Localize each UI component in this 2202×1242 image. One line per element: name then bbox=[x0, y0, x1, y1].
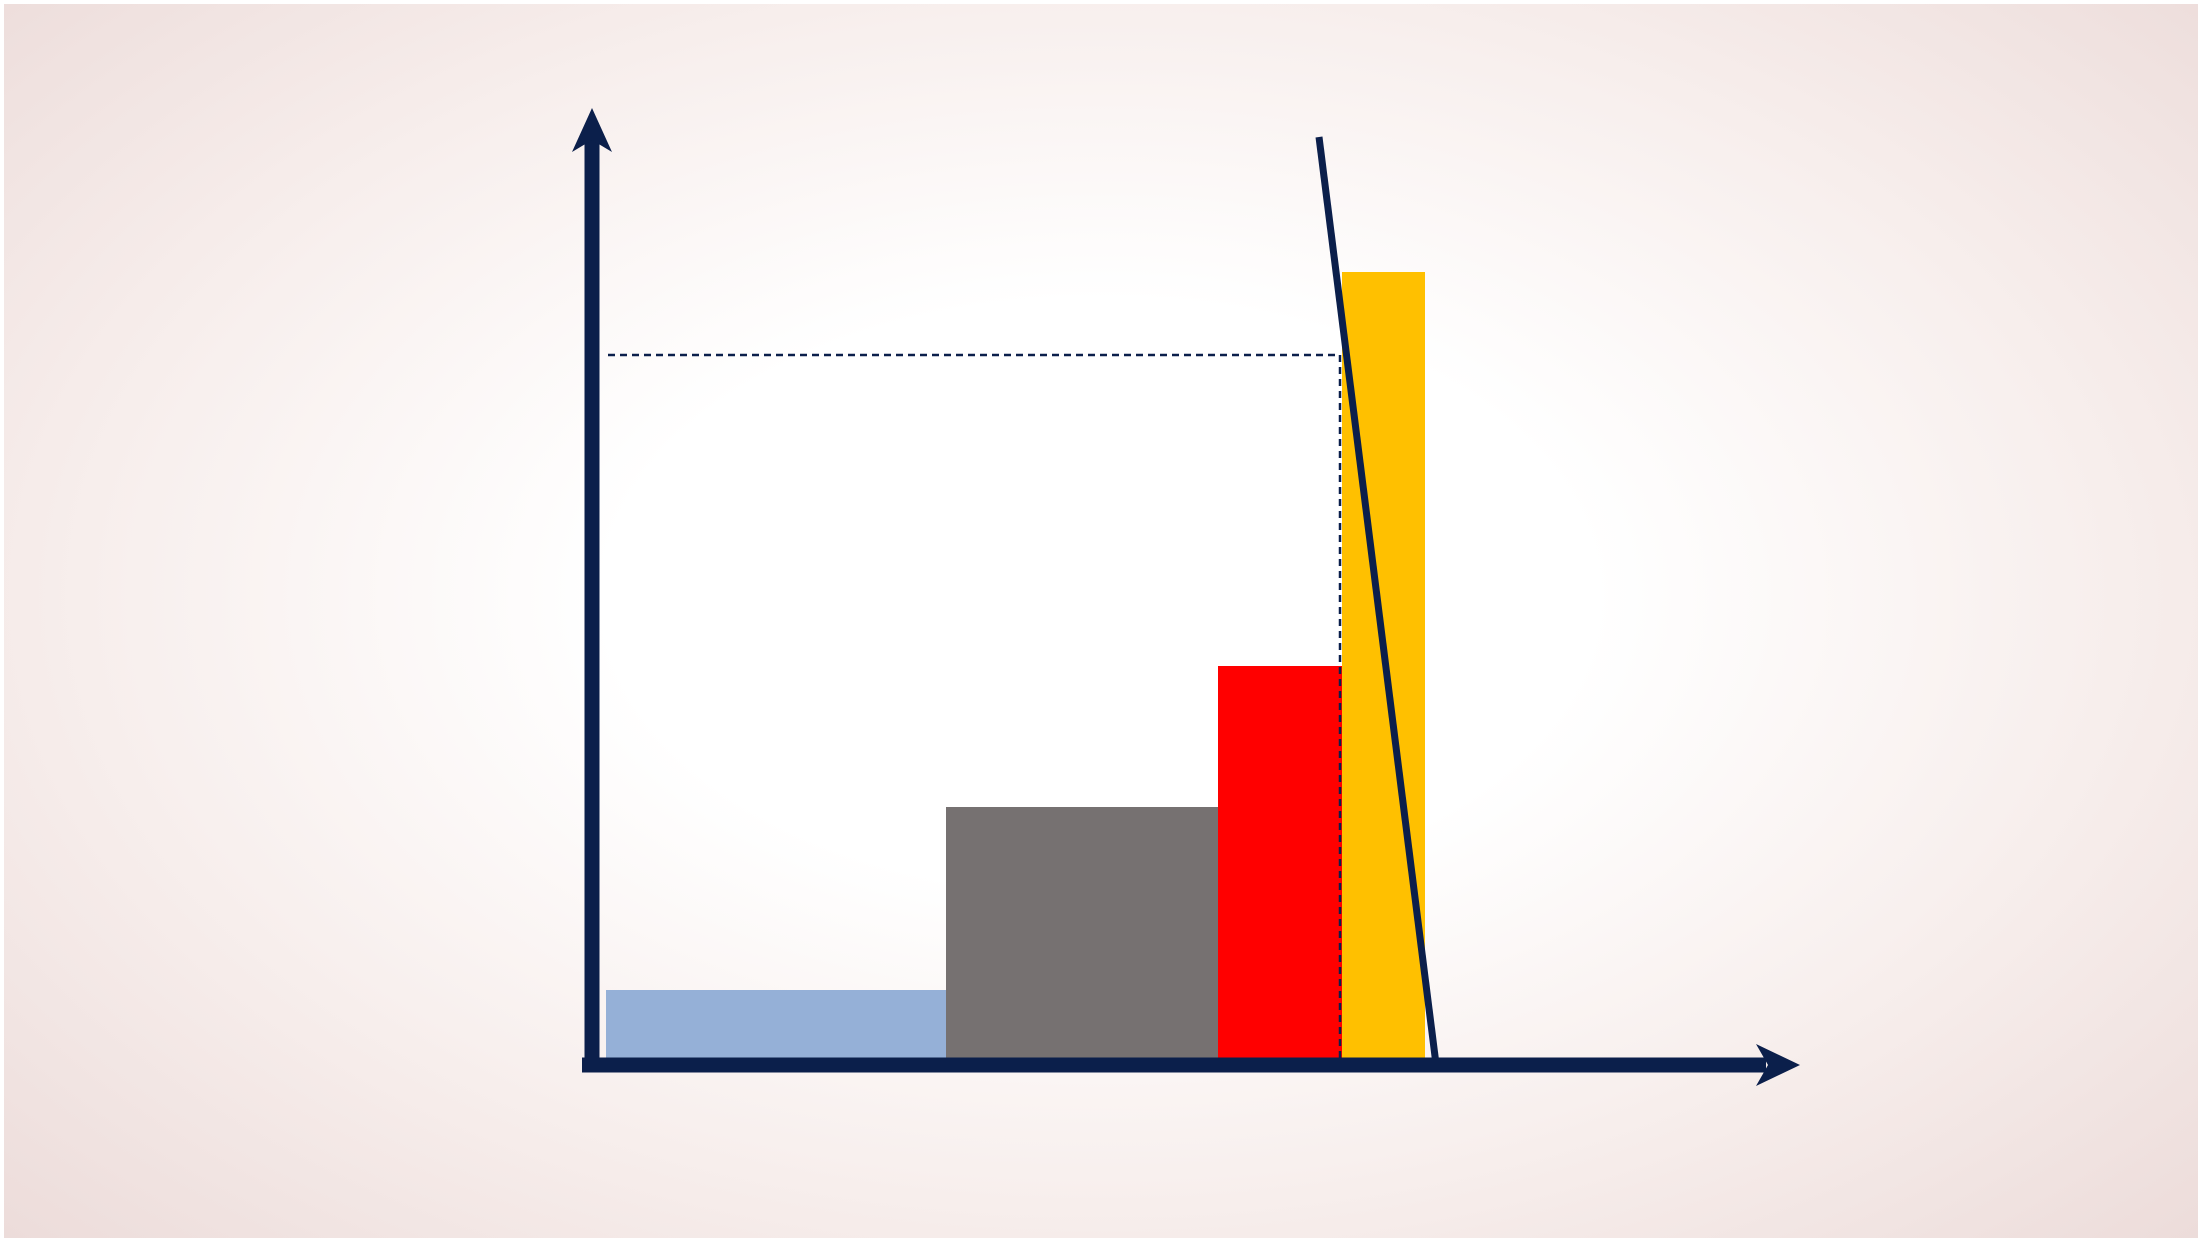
bar-gray bbox=[946, 807, 1218, 1060]
bar-diagram bbox=[572, 108, 1800, 1086]
y-axis-arrowhead-icon bbox=[572, 108, 612, 152]
slanted-line bbox=[1315, 136, 1440, 1065]
slide-background bbox=[4, 4, 2198, 1238]
bar-light-blue bbox=[606, 990, 946, 1060]
x-axis-arrowhead-icon bbox=[1756, 1044, 1800, 1086]
bar-red bbox=[1218, 666, 1342, 1060]
